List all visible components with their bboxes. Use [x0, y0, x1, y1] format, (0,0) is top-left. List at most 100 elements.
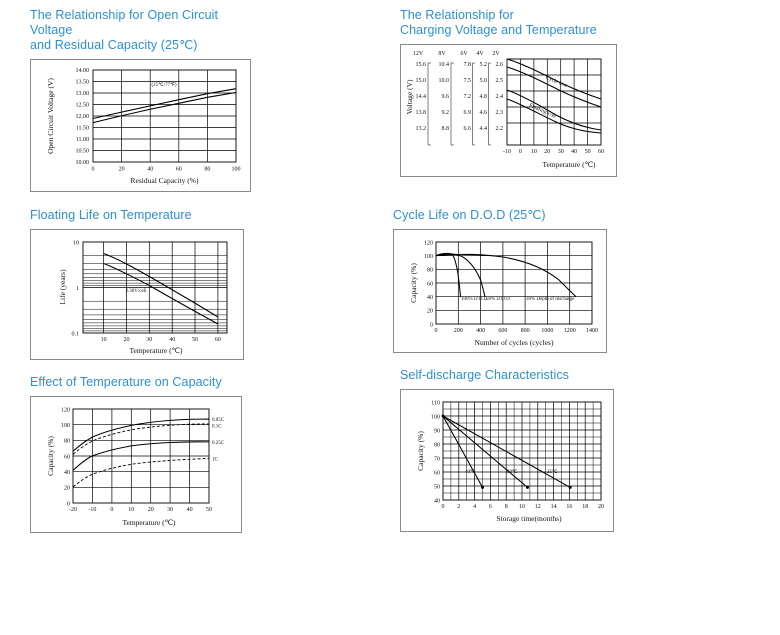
y-axis-tick-labels: 14.00 13.50 13.00 12.50 12.00 11.50 11.0…	[76, 68, 90, 166]
chart-self-discharge: 110 100 90 80 70 60 50 40	[400, 389, 614, 532]
chart-svg-temperature-capacity: 120 100 80 60 40 20 0	[46, 407, 225, 527]
scale-4v-tick: 5.2	[480, 62, 488, 68]
curve-labels: 100% D.O.D 50% D.O.D 30% Depth of discha…	[461, 297, 575, 302]
y-axis-title: Capacity (%)	[409, 263, 418, 303]
x-tick: 60	[176, 167, 182, 173]
curve-labels: 40℃ 30℃ 25℃	[465, 469, 558, 475]
y-tick: 100	[424, 254, 433, 260]
scale-6v-tick: 6.9	[464, 110, 472, 116]
curve-label-40c: 40℃	[465, 469, 476, 475]
x-tick: 80	[204, 167, 210, 173]
x-tick: 18	[582, 504, 588, 510]
y-tick: 80	[64, 439, 70, 445]
x-tick: 30	[146, 337, 152, 343]
x-tick: 2	[457, 504, 460, 510]
scale-4v-tick: 4.6	[480, 110, 488, 116]
curve-labels: 0.05C 0.1C 0.25C 1C	[212, 418, 225, 463]
x-tick: 30	[558, 149, 564, 155]
x-axis-tick-labels: -10 0 10 20 30 40 50 60	[503, 149, 604, 155]
x-tick: 40	[187, 507, 193, 513]
scale-header-4v: 4V	[476, 51, 484, 57]
scale-4v-tick: 4.4	[480, 126, 488, 132]
y-tick: 90	[434, 428, 440, 434]
panel-temperature-capacity: Effect of Temperature on Capacity	[30, 375, 252, 533]
y-axis-tick-labels: 120 100 80 60 40 20 0	[61, 407, 70, 507]
y-tick: 40	[64, 470, 70, 476]
x-tick: 14	[551, 504, 557, 510]
y-tick: 20	[427, 309, 433, 315]
chart-svg-open-circuit-voltage: 14.00 13.50 13.00 12.50 12.00 11.50 11.0…	[46, 68, 241, 185]
scale-8v: 10.4 10.0 9.6 9.2 8.8	[439, 62, 454, 146]
x-tick: 20	[119, 167, 125, 173]
panel-title-self-discharge: Self-discharge Characteristics	[400, 368, 570, 382]
x-axis-tick-labels: 0 20 40 60 80 100	[92, 167, 241, 173]
x-tick: 4	[473, 504, 476, 510]
scale-2v-tick: 2.5	[496, 78, 504, 84]
x-axis-tick-labels: -20 -10 0 10 20 30 40 50	[69, 507, 212, 513]
scale-8v-tick: 8.8	[442, 126, 450, 132]
chart-charging-voltage-temperature: 12V 8V 6V 4V 2V 15.6 15.0 14.4 13.8 13.2	[400, 44, 617, 177]
panel-cycle-life-dod: Cycle Life on D.O.D (25℃)	[393, 208, 615, 353]
x-tick: 10	[101, 337, 107, 343]
curve-label-30-dod: 30% Depth of discharge	[526, 297, 575, 302]
x-tick: 800	[521, 328, 530, 334]
curve-label-100-dod: 100% D.O.D	[461, 297, 488, 302]
data-curves	[103, 253, 219, 325]
y-tick: 100	[431, 414, 440, 420]
y-tick: 80	[434, 442, 440, 448]
curve-label-01c: 0.1C	[212, 425, 222, 430]
x-tick: 8	[505, 504, 508, 510]
y-axis-title: Capacity (%)	[416, 431, 425, 471]
x-tick: 50	[206, 507, 212, 513]
y-tick: 10	[73, 241, 79, 247]
chart-annotation: 2.30V/cell	[126, 289, 148, 294]
scale-8v-tick: 10.0	[439, 78, 450, 84]
y-tick: 60	[64, 454, 70, 460]
panel-charging-voltage-temperature: The Relationship for Charging Voltage an…	[400, 8, 620, 177]
x-tick: 600	[498, 328, 507, 334]
curve-label-005c: 0.05C	[212, 418, 225, 423]
x-axis-tick-labels: 10 20 30 40 50 60	[101, 337, 221, 343]
scale-header-6v: 6V	[460, 51, 468, 57]
y-tick: 70	[434, 456, 440, 462]
grid-lines	[435, 241, 593, 325]
y-tick: 20	[64, 486, 70, 492]
chart-svg-floating-life: 10 1 0.1 2.30V/cell 10 20 30 40 50 60	[58, 241, 228, 355]
panel-title-temperature-capacity: Effect of Temperature on Capacity	[30, 375, 222, 389]
curve-label-1c: 1C	[212, 458, 219, 463]
chart-temperature-capacity: 120 100 80 60 40 20 0	[30, 396, 242, 533]
scale-8v-tick: 9.2	[442, 110, 450, 116]
curve-label-cycle-use: Cycle Use	[545, 75, 569, 89]
y-tick: 0	[430, 322, 433, 328]
x-tick: 1000	[541, 328, 553, 334]
y-axis-tick-labels: 110 100 90 80 70 60 50 40	[431, 400, 440, 504]
x-tick: 0	[92, 167, 95, 173]
panel-self-discharge: Self-discharge Characteristics	[400, 368, 622, 532]
grid-lines	[82, 241, 228, 334]
y-tick: 50	[434, 484, 440, 490]
y-tick: 10.00	[76, 160, 90, 166]
scale-12v-tick: 15.0	[416, 78, 427, 84]
x-tick: 400	[476, 328, 485, 334]
x-axis-title: Residual Capacity (%)	[131, 176, 199, 185]
x-tick: 1200	[564, 328, 576, 334]
y-tick: 80	[427, 268, 433, 274]
x-tick: 10	[519, 504, 525, 510]
y-tick: 120	[424, 240, 433, 246]
scale-4v-tick: 5.0	[480, 78, 488, 84]
x-tick: -10	[503, 149, 511, 155]
scale-8v-tick: 9.6	[442, 94, 450, 100]
y-axis-title: Capacity (%)	[46, 436, 55, 476]
panel-floating-life: Floating Life on Temperature	[30, 208, 250, 360]
scale-2v-tick: 2.4	[496, 94, 504, 100]
y-axis-title: Open Circuit Voltage (V)	[46, 78, 55, 154]
x-tick: 60	[215, 337, 221, 343]
data-curves	[441, 414, 572, 489]
x-axis-title: Temperature (℃)	[129, 346, 183, 355]
x-tick: 10	[531, 149, 537, 155]
y-tick: 12.50	[76, 103, 90, 109]
data-curves	[92, 88, 237, 124]
curve-label-25c: 25℃	[547, 469, 558, 475]
curve-label-30c: 30℃	[507, 469, 518, 475]
y-tick: 60	[434, 470, 440, 476]
